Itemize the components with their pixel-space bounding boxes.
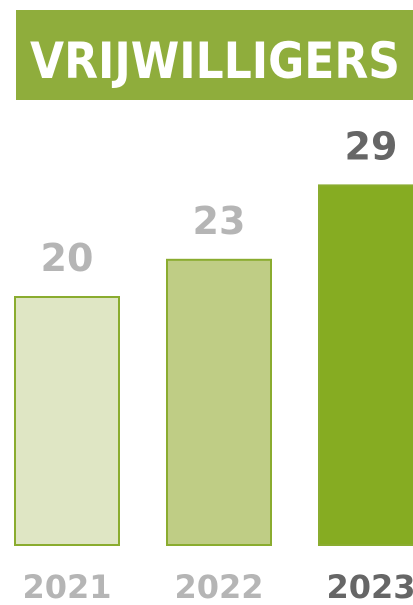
- x-tick-label: 2021: [22, 568, 111, 605]
- value-label: 29: [345, 124, 398, 168]
- value-label: 20: [41, 236, 94, 280]
- title-banner: [16, 10, 413, 100]
- bar: [14, 296, 120, 546]
- value-label: 23: [193, 199, 246, 243]
- x-tick-label: 2022: [174, 568, 263, 605]
- bar: [166, 258, 272, 546]
- chart-title: VRIJWILLIGERS: [30, 32, 400, 90]
- bar: [318, 184, 413, 546]
- x-tick-label: 2023: [326, 568, 413, 605]
